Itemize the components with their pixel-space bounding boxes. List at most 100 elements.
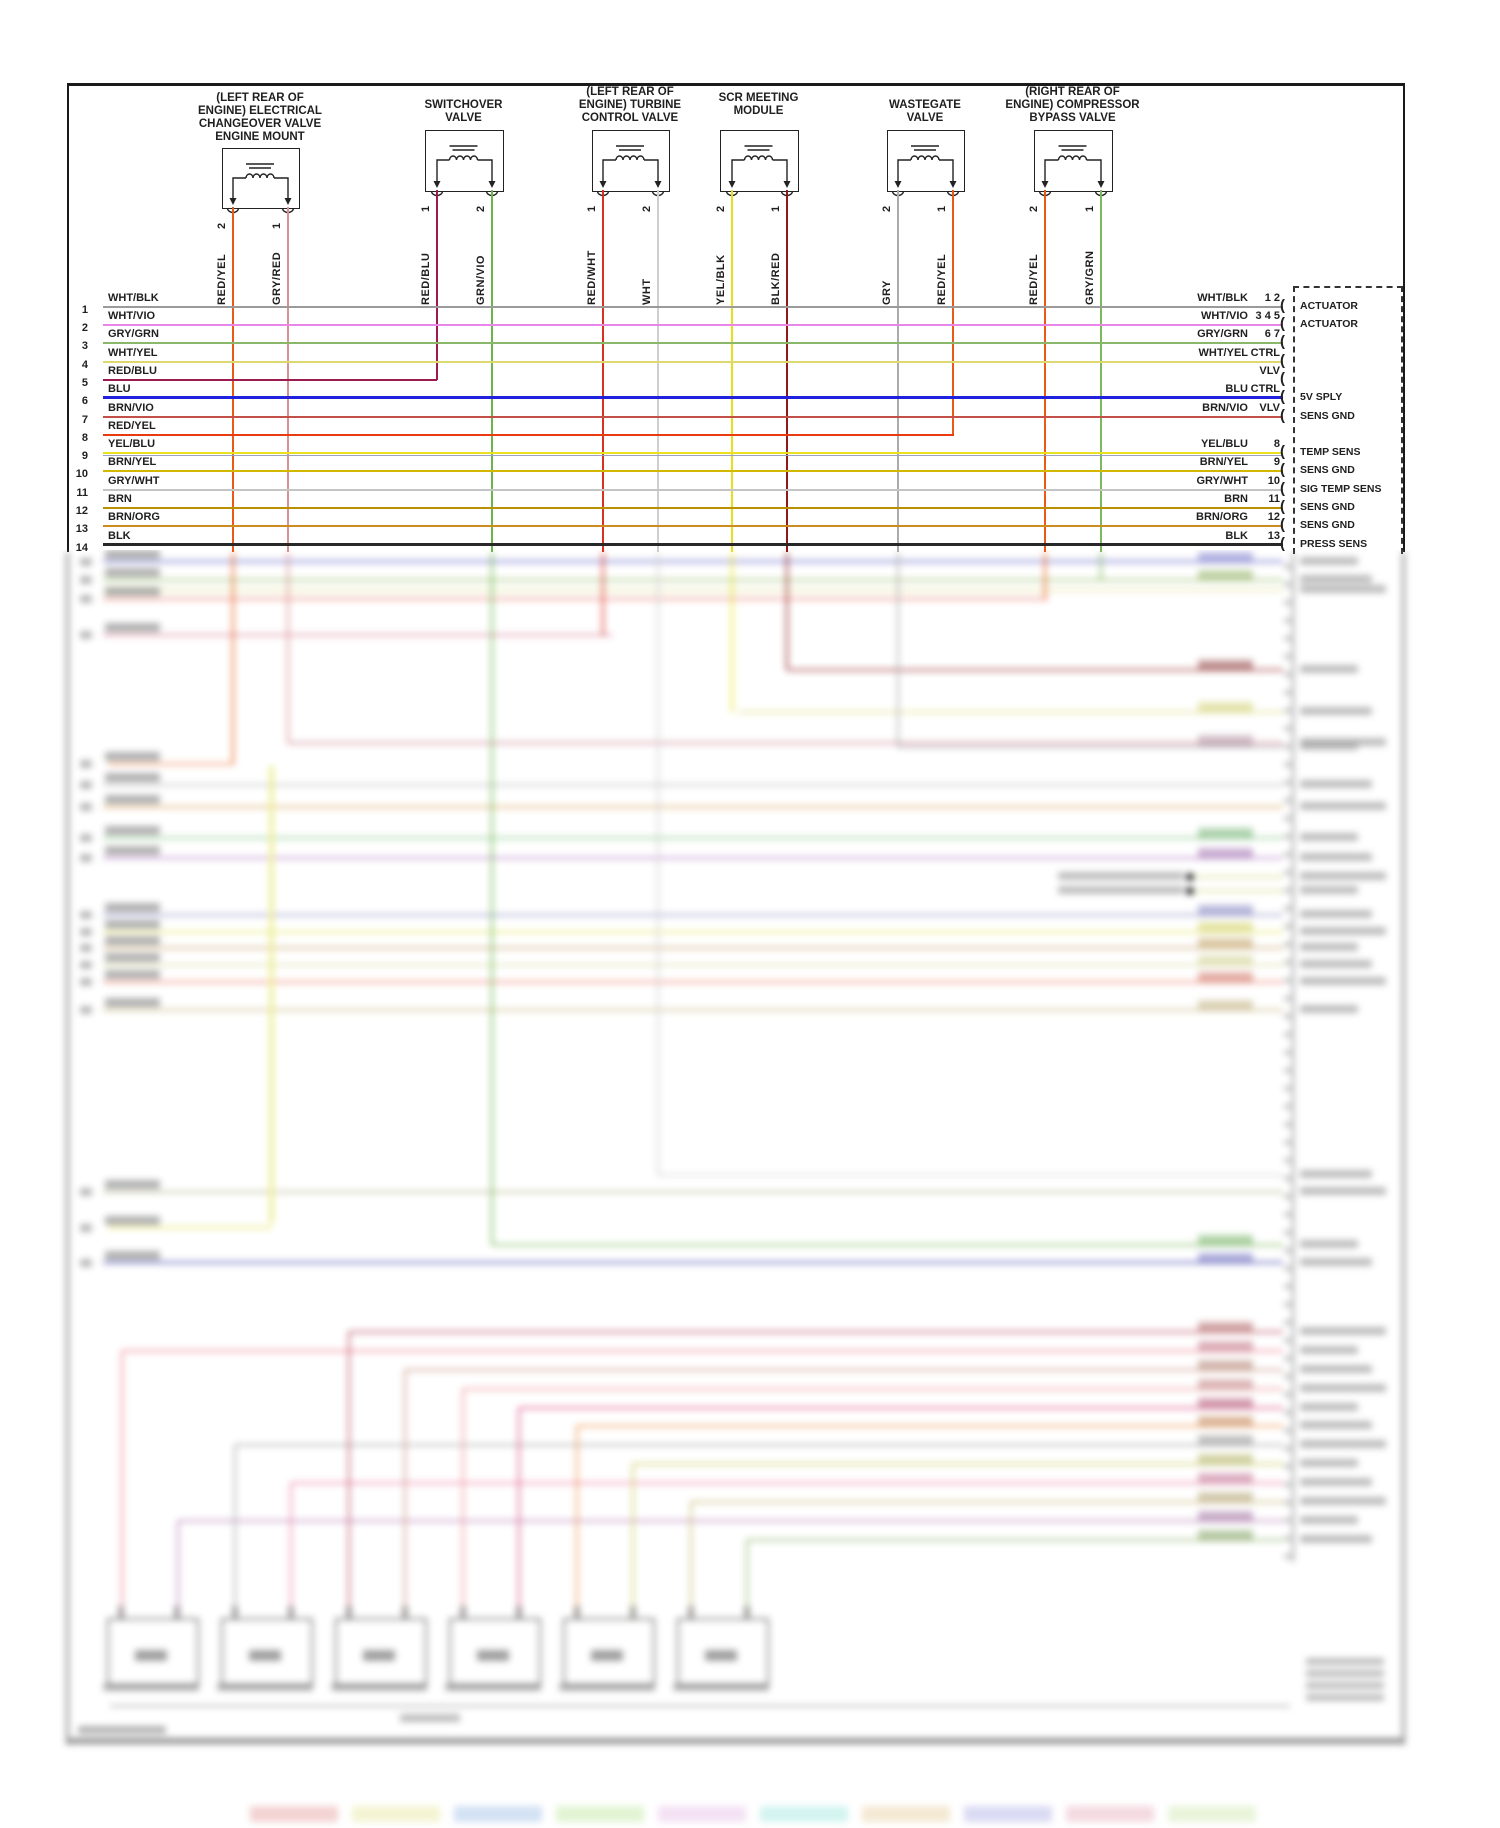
blurred-wire-horizontal — [747, 1539, 1283, 1541]
component-wire — [436, 190, 438, 380]
splice-dot-icon — [1186, 887, 1194, 895]
row-wire-label-right: BLK — [1225, 530, 1248, 542]
bottom-connector-pin — [174, 1606, 180, 1618]
component-title-line: CONTROL VALVE — [581, 112, 679, 124]
blurred-right-label — [1300, 780, 1372, 788]
blurred-wire-tag — [1198, 1253, 1253, 1264]
blurred-right-label — [1300, 1478, 1372, 1486]
connector-pin-tick — [1284, 565, 1291, 568]
blurred-wire-tag — [1198, 972, 1253, 983]
component-wire — [491, 190, 493, 552]
blurred-wire-vertical — [1292, 552, 1294, 1562]
blurred-wire-tag — [1198, 1435, 1253, 1446]
wire-name-label: RED/YEL — [216, 253, 228, 305]
blurred-row-number — [80, 944, 92, 952]
row-wire-brn-yel — [103, 470, 1283, 472]
connector-function-label: ACTUATOR — [1300, 300, 1358, 312]
blurred-wire-tag — [1198, 848, 1253, 859]
component-title-line: MODULE — [733, 105, 784, 117]
blurred-row-number — [80, 1188, 92, 1196]
blurred-left-label — [105, 1180, 160, 1189]
row-wire-stripe — [103, 455, 1283, 456]
pin-number: 1 — [420, 205, 432, 212]
component-title-switchover-valve: SWITCHOVER VALVE — [354, 99, 574, 125]
blurred-wire-horizontal — [633, 1463, 1283, 1465]
component-wire — [786, 190, 788, 552]
blurred-color-strip-blob — [352, 1806, 440, 1822]
connector-pin-bracket-icon: ( — [1280, 407, 1285, 424]
blurred-wire-vertical — [491, 552, 493, 1245]
blurred-right-label — [1300, 943, 1358, 951]
blurred-right-label — [1300, 802, 1386, 810]
row-wire-label-right: BRN/YEL — [1199, 456, 1248, 468]
blurred-wire-horizontal — [103, 857, 1283, 859]
pin-number: 1 — [1084, 205, 1096, 212]
row-wire-label-left: RED/YEL — [108, 420, 156, 432]
row-wire-label-left: BRN/VIO — [108, 402, 154, 414]
blurred-row-number — [80, 854, 92, 862]
row-pin-numbers: 8 — [1273, 438, 1280, 450]
component-title-line: WASTEGATE — [889, 99, 961, 111]
blurred-wire-vertical — [1100, 552, 1102, 580]
row-pin-numbers: 9 — [1273, 456, 1280, 468]
row-pin-numbers: 13 — [1267, 530, 1280, 542]
blurred-left-label — [105, 920, 160, 929]
blurred-wire-tag — [1198, 1454, 1253, 1465]
actuator-connector-dashed-box — [1293, 286, 1403, 554]
row-wire-label-right: BRN/VIO — [1202, 402, 1248, 414]
blurred-wire-horizontal — [658, 1174, 1283, 1176]
connector-pin-tick — [1284, 673, 1291, 676]
wire-name-label: RED/YEL — [1028, 253, 1040, 305]
blurred-right-label — [1300, 557, 1358, 565]
row-wire-label-right: WHT/VIO — [1200, 310, 1248, 322]
diagram-border-right — [1403, 83, 1405, 552]
row-wire-label-left: BLK — [108, 530, 131, 542]
connector-pin-tick — [1284, 1249, 1291, 1252]
blurred-row-number — [80, 803, 92, 811]
connector-pin-tick — [1284, 1213, 1291, 1216]
blurred-color-strip-blob — [1066, 1806, 1154, 1822]
row-number: 1 — [81, 304, 88, 316]
blurred-wire-vertical — [657, 552, 659, 1175]
blurred-bottom-caption — [559, 1683, 655, 1691]
blurred-wire-vertical — [232, 552, 234, 764]
row-wire-label-left: WHT/YEL — [108, 347, 158, 359]
row-wire-label-right: GRY/GRN — [1197, 328, 1248, 340]
row-number: 5 — [81, 377, 88, 389]
row-pin-numbers: CTRL — [1250, 347, 1280, 359]
row-wire-gry-wht — [103, 489, 1283, 491]
bottom-connector-pin — [118, 1606, 124, 1618]
blurred-right-label — [1300, 853, 1372, 861]
connector-pin-bracket-icon: ( — [1280, 516, 1285, 533]
connector-pin-bracket-icon: ( — [1280, 370, 1285, 387]
connector-pin-tick — [1284, 583, 1291, 586]
blurred-left-label — [105, 826, 160, 835]
blurred-wire-tag — [1198, 1492, 1253, 1503]
component-title-line: ENGINE) TURBINE — [578, 99, 682, 111]
blurred-wire-horizontal — [405, 1369, 1283, 1371]
wire-name-label: GRN/VIO — [475, 255, 487, 305]
connector-pin-tick — [1284, 709, 1291, 712]
blurred-wire-tag — [1198, 1000, 1253, 1011]
blurred-color-strip-blob — [1168, 1806, 1256, 1822]
blurred-wire-tag — [1198, 828, 1253, 839]
blurred-right-label — [1300, 1187, 1386, 1195]
connector-pin-tick — [1284, 637, 1291, 640]
connector-pin-tick — [1284, 1519, 1291, 1522]
row-wire-yel-blu — [103, 452, 1283, 454]
blurred-wire-tag — [1198, 660, 1253, 671]
component-wire — [602, 190, 604, 552]
blurred-wire-tag — [1198, 905, 1253, 916]
wire-name-label: YEL/BLK — [715, 254, 727, 305]
bottom-connector-pin — [574, 1606, 580, 1618]
blurred-wire-vertical — [576, 1426, 578, 1618]
blurred-row-number — [80, 978, 92, 986]
row-pin-numbers: 11 — [1268, 493, 1280, 505]
diagram-border-top — [67, 83, 1405, 86]
bottom-connector-pin — [516, 1606, 522, 1618]
row-wire-label-right: YEL/BLU — [1200, 438, 1248, 450]
component-title-line: BYPASS VALVE — [1029, 112, 1116, 124]
blurred-left-label — [105, 1216, 160, 1225]
blurred-wire-tag — [1198, 938, 1253, 949]
blurred-wire-horizontal — [103, 579, 1283, 581]
